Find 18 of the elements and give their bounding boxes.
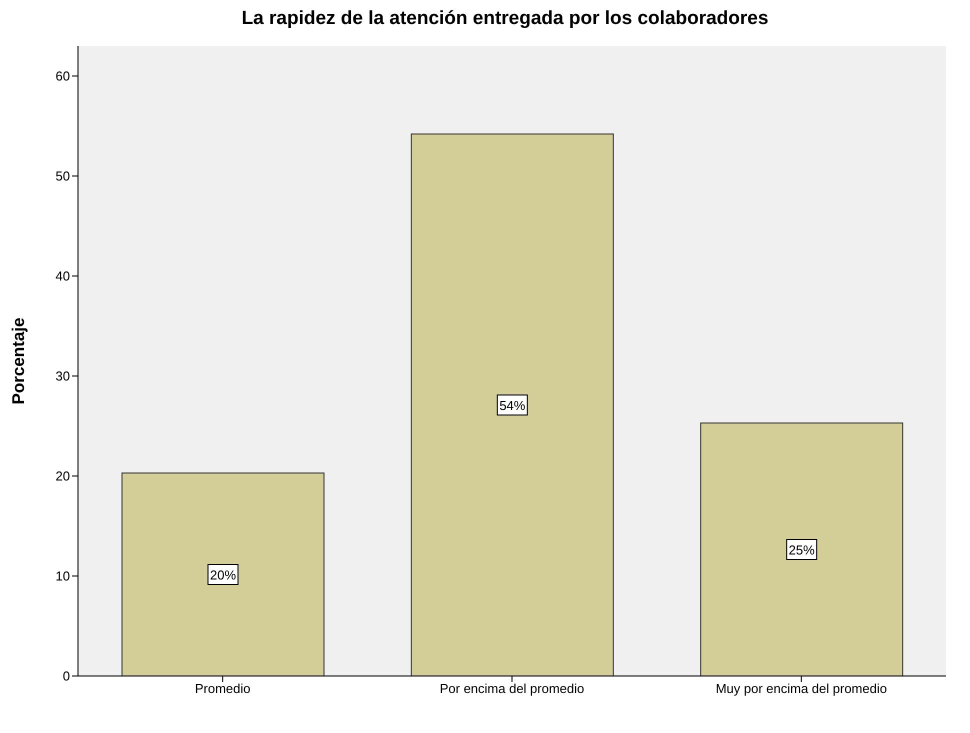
y-tick-label: 0 [62,668,70,684]
y-tick-label: 20 [56,468,70,484]
bar [122,472,324,676]
x-tick-label: Promedio [194,681,250,696]
data-label: 20% [210,568,236,582]
x-tick-label: Por encima del promedio [440,681,584,696]
bar [700,422,904,676]
bar [410,134,614,676]
x-tick-label: Muy por encima del promedio [716,681,887,696]
y-tick-label: 10 [56,568,70,584]
chart-title: La rapidez de la atención entregada por los colaboradores [240,8,770,31]
y-axis-title: Porcentaje [9,318,28,404]
y-tick-label: 40 [56,268,70,284]
data-label: 25% [788,542,816,558]
y-tick-label: 60 [56,68,70,84]
y-tick-label: 50 [56,168,70,184]
y-tick-label: 30 [56,368,70,384]
data-label: 54% [499,398,526,413]
